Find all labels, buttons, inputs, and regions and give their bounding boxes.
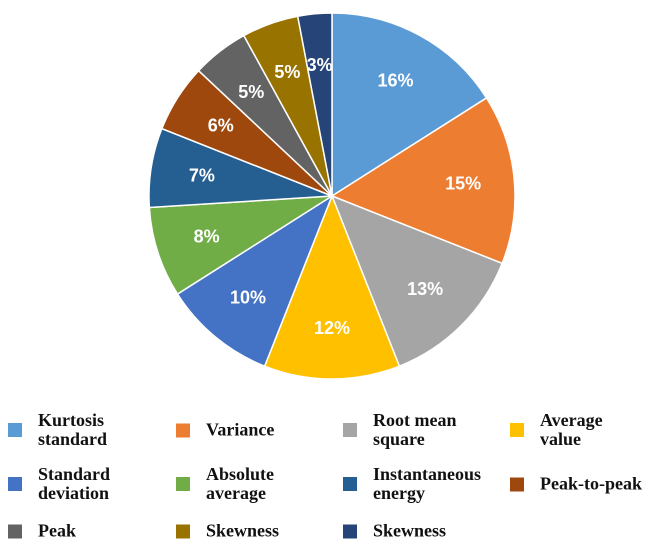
- pie-slice-3: [263, 193, 401, 380]
- slice-label: 5%: [274, 62, 300, 82]
- legend-item: Kurtosis standard: [8, 411, 107, 449]
- legend-label: Skewness: [373, 520, 447, 541]
- legend-label: Standard deviation: [38, 464, 111, 503]
- pie-chart: 16%15%13%12%10%8%7%6%5%5% 3%: [148, 12, 516, 380]
- legend-item: Peak: [8, 520, 76, 541]
- legend-item: Skewness: [343, 520, 447, 541]
- slice-label: 8%: [194, 227, 220, 247]
- pie-slice-10: [296, 12, 333, 197]
- legend-item: Standard deviation: [8, 465, 110, 503]
- legend-swatch: [510, 477, 524, 491]
- legend-swatch: [8, 477, 22, 491]
- legend-swatch: [343, 423, 357, 437]
- slice-label: 15%: [445, 174, 481, 194]
- slice-label: 6%: [208, 115, 234, 135]
- pie-slice-4: [176, 194, 334, 368]
- legend-swatch: [176, 524, 190, 538]
- legend-label: Absolute average: [206, 464, 275, 503]
- legend-label: Peak-to-peak: [540, 473, 642, 494]
- legend-label: Kurtosis standard: [38, 410, 108, 449]
- pie-slice-1: [330, 96, 516, 265]
- legend-item: Root mean square: [343, 411, 457, 449]
- legend-swatch: [8, 423, 22, 437]
- slice-label: 5%: [238, 82, 264, 102]
- slice-label: 7%: [189, 165, 215, 185]
- slice-label: 10%: [230, 288, 266, 308]
- pie-slice-0: [331, 12, 488, 198]
- legend-swatch: [176, 423, 190, 437]
- legend-item: Absolute average: [176, 465, 274, 503]
- legend-label: Root mean square: [373, 410, 457, 449]
- pie-slice-2: [330, 194, 504, 368]
- pie-slice-5: [148, 195, 333, 296]
- legend-swatch: [8, 524, 22, 538]
- legend-item: Variance: [176, 419, 275, 440]
- slice-label: 16%: [377, 71, 413, 91]
- legend-label: Peak: [38, 520, 76, 541]
- legend-label: Average value: [540, 410, 603, 449]
- legend-label: Variance: [206, 419, 275, 440]
- legend-swatch: [176, 477, 190, 491]
- legend-swatch: [343, 524, 357, 538]
- legend-item: Skewness: [176, 520, 280, 541]
- legend-item: Instantaneous energy: [343, 465, 481, 503]
- legend-label: Skewness: [206, 520, 280, 541]
- slice-label: 3%: [307, 55, 333, 75]
- slice-label: 13%: [407, 279, 443, 299]
- legend-item: Peak-to-peak: [510, 473, 642, 494]
- legend-swatch: [510, 423, 524, 437]
- legend-label: Instantaneous energy: [373, 464, 482, 503]
- slice-label: 12%: [314, 318, 350, 338]
- legend-swatch: [343, 477, 357, 491]
- legend-item: Average value: [510, 411, 603, 449]
